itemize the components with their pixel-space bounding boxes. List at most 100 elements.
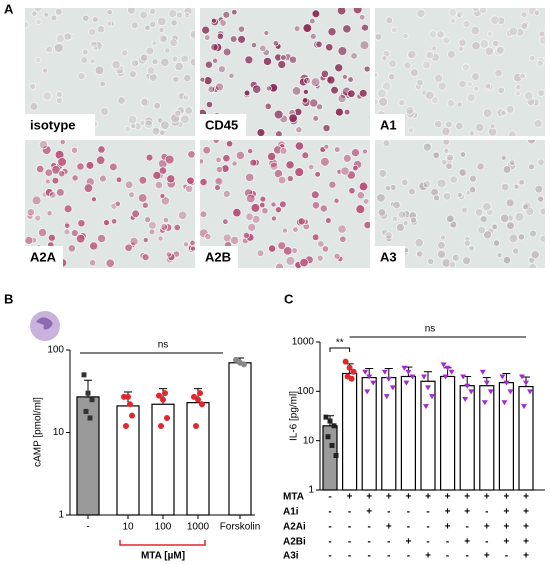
cell bbox=[275, 262, 284, 268]
cell bbox=[402, 220, 409, 227]
label-box bbox=[25, 114, 95, 136]
data-point bbox=[523, 380, 529, 386]
cell bbox=[416, 250, 424, 258]
cell bbox=[491, 223, 498, 231]
data-point bbox=[123, 422, 129, 429]
cell bbox=[385, 16, 394, 25]
cell bbox=[474, 208, 484, 217]
label-box bbox=[375, 246, 405, 268]
treatment-label: A2Bi bbox=[283, 537, 306, 548]
cell bbox=[447, 49, 457, 59]
cell bbox=[250, 203, 261, 213]
bar bbox=[498, 382, 514, 491]
cell bbox=[468, 130, 475, 136]
cell bbox=[405, 105, 415, 115]
cell bbox=[63, 228, 71, 236]
cell bbox=[442, 36, 451, 45]
cell bbox=[337, 46, 348, 56]
cell bbox=[29, 83, 37, 90]
cell bbox=[436, 30, 445, 39]
treatment-sign: + bbox=[503, 492, 509, 503]
cell bbox=[157, 235, 164, 242]
cell bbox=[168, 9, 178, 19]
cell bbox=[183, 74, 192, 83]
cell bbox=[363, 220, 370, 230]
cell bbox=[479, 215, 488, 224]
cell bbox=[63, 204, 73, 214]
data-point bbox=[87, 415, 93, 421]
cell bbox=[160, 223, 168, 231]
cell bbox=[537, 158, 545, 166]
cell bbox=[264, 102, 272, 110]
cell bbox=[67, 244, 76, 253]
cell bbox=[455, 121, 464, 131]
cell bbox=[175, 11, 184, 19]
cell bbox=[310, 77, 321, 87]
cell bbox=[270, 215, 277, 222]
treatment-sign: - bbox=[368, 522, 371, 533]
cell bbox=[164, 154, 175, 165]
treatment-sign: - bbox=[348, 507, 351, 518]
cell bbox=[528, 262, 537, 268]
cell bbox=[215, 177, 222, 185]
x-tick-label: 1000 bbox=[187, 522, 210, 533]
cell bbox=[311, 201, 321, 210]
data-point bbox=[460, 374, 467, 380]
annotation: ns bbox=[425, 324, 436, 335]
cell bbox=[279, 147, 288, 155]
data-point bbox=[362, 369, 369, 375]
cell bbox=[245, 172, 255, 183]
cell bbox=[127, 114, 138, 125]
cell bbox=[475, 122, 485, 132]
cell bbox=[476, 162, 485, 171]
treatment-sign: + bbox=[366, 507, 372, 518]
data-point bbox=[89, 397, 95, 403]
cell bbox=[442, 140, 450, 146]
cell bbox=[385, 235, 393, 243]
cell bbox=[320, 69, 330, 79]
treatment-sign: + bbox=[503, 507, 509, 518]
data-point bbox=[440, 362, 447, 368]
cell bbox=[138, 175, 148, 185]
treatment-label: A1i bbox=[283, 507, 299, 518]
cell bbox=[152, 170, 162, 180]
bar bbox=[186, 402, 210, 516]
cell bbox=[384, 231, 393, 240]
data-point bbox=[519, 374, 525, 380]
treatment-sign: - bbox=[328, 492, 331, 503]
cell bbox=[151, 40, 158, 47]
treatment-sign: - bbox=[328, 537, 331, 548]
treatment-sign: + bbox=[503, 522, 509, 533]
data-point bbox=[346, 364, 353, 371]
annotation: ns bbox=[158, 340, 169, 351]
panel-letter: A bbox=[4, 1, 14, 16]
cell bbox=[162, 216, 170, 224]
treatment-sign: + bbox=[484, 522, 490, 533]
cell bbox=[216, 32, 224, 40]
cell bbox=[502, 165, 512, 174]
data-point bbox=[350, 368, 357, 375]
cell bbox=[96, 25, 106, 34]
cell bbox=[130, 59, 139, 68]
cell bbox=[149, 20, 157, 28]
micrograph-label: A2B bbox=[205, 249, 231, 264]
cell bbox=[484, 82, 492, 90]
treatment-sign: - bbox=[466, 522, 469, 533]
treatment-label: A2Ai bbox=[283, 522, 306, 533]
y-axis-label: IL-6 [pg/ml] bbox=[289, 391, 300, 441]
cell bbox=[273, 109, 284, 120]
data-point bbox=[401, 365, 408, 371]
cell bbox=[311, 233, 320, 242]
cell bbox=[204, 233, 212, 241]
cell bbox=[321, 245, 330, 253]
data-point bbox=[195, 396, 201, 403]
cell bbox=[252, 84, 262, 94]
cell bbox=[520, 22, 529, 30]
cell bbox=[37, 228, 48, 238]
cell bbox=[471, 41, 481, 51]
treatment-sign: - bbox=[426, 522, 429, 533]
cell bbox=[121, 49, 129, 57]
data-point bbox=[156, 392, 162, 399]
group-label: MTA [µM] bbox=[141, 551, 185, 562]
cell bbox=[466, 81, 473, 87]
